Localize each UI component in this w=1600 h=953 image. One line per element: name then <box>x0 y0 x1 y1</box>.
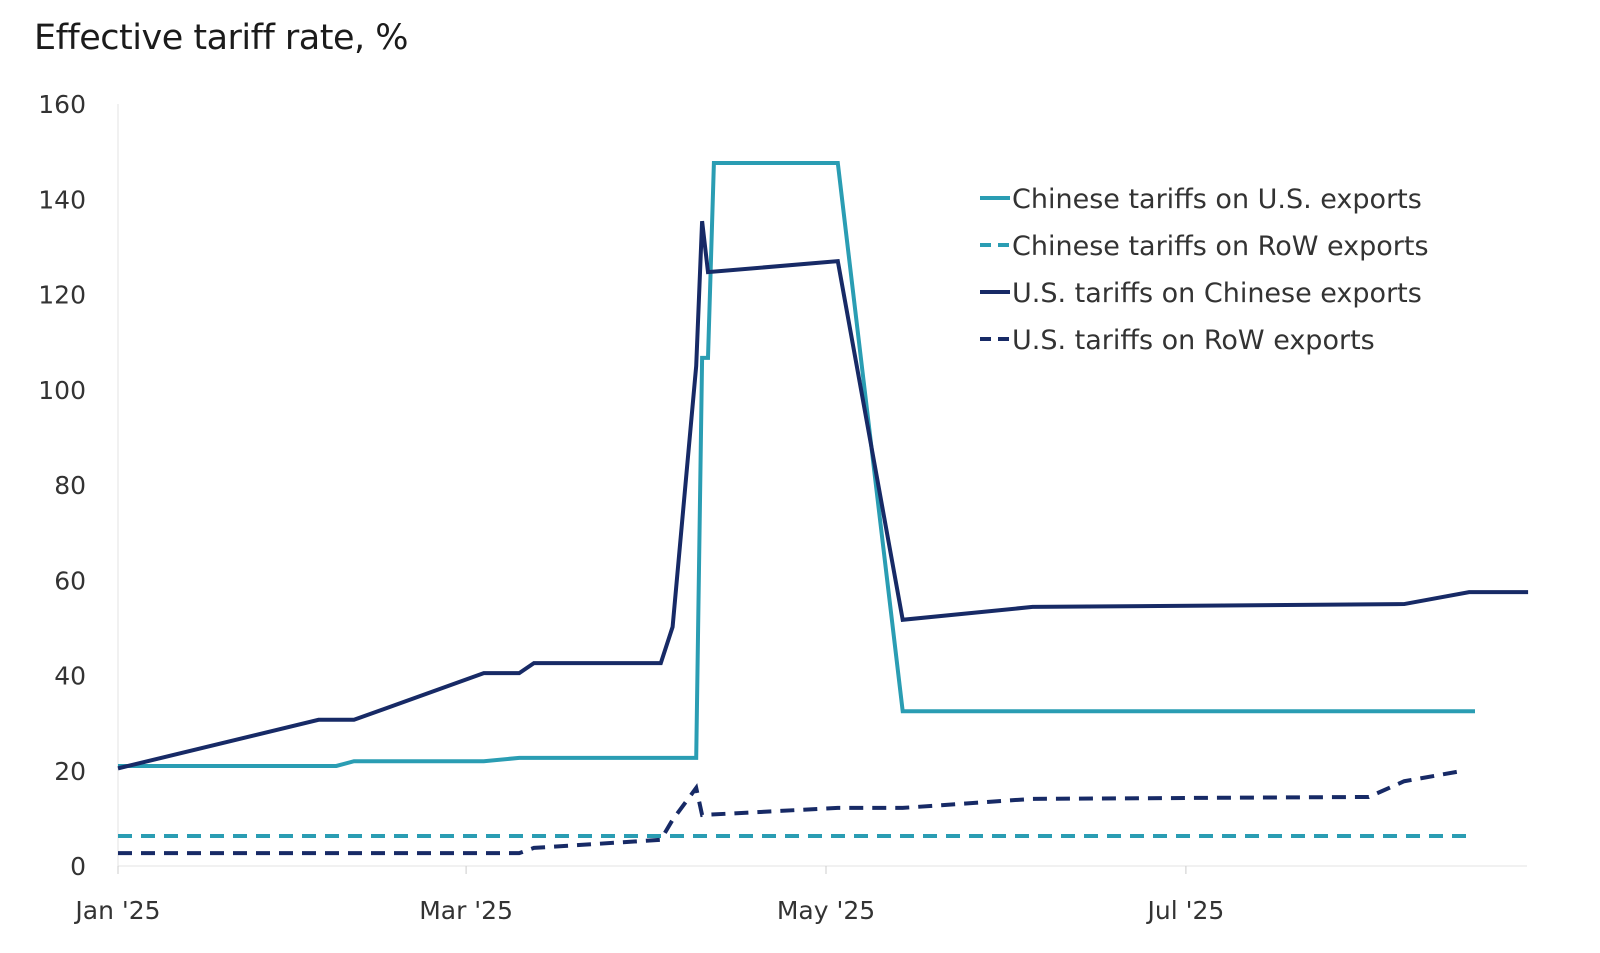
y-tick-label: 120 <box>38 281 86 310</box>
y-tick-label: 100 <box>38 376 86 405</box>
chart-title: Effective tariff rate, % <box>34 18 409 58</box>
series-line-3 <box>118 768 1464 856</box>
x-tick-label: Mar '25 <box>419 896 513 925</box>
legend-label-1: Chinese tariffs on RoW exports <box>1012 231 1429 262</box>
series-line-0 <box>118 161 1475 768</box>
series-line-2 <box>117 220 1529 771</box>
y-tick-label: 40 <box>54 662 86 691</box>
y-tick-label: 20 <box>54 757 86 786</box>
legend-label-0: Chinese tariffs on U.S. exports <box>1012 184 1422 215</box>
x-tick-label: May '25 <box>777 896 875 925</box>
y-tick-label: 140 <box>38 185 86 214</box>
x-tick-label: Jan '25 <box>73 896 160 925</box>
y-tick-label: 0 <box>70 852 86 881</box>
y-tick-label: 60 <box>54 566 86 595</box>
y-tick-label: 160 <box>38 90 86 119</box>
y-tick-label: 80 <box>54 471 86 500</box>
x-tick-label: Jul '25 <box>1146 896 1225 925</box>
legend-label-2: U.S. tariffs on Chinese exports <box>1012 278 1422 309</box>
legend-label-3: U.S. tariffs on RoW exports <box>1012 325 1375 356</box>
